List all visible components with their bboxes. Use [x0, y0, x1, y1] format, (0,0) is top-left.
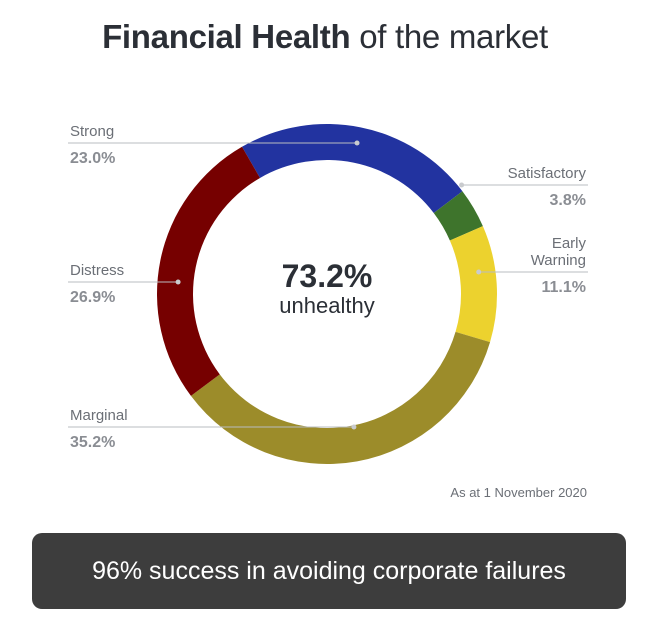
slice-label-name: Strong: [70, 123, 114, 140]
donut-slice-satisfactory: [433, 191, 483, 241]
slice-label-name: Marginal: [70, 407, 128, 424]
chart-title-bold: Financial Health: [102, 18, 351, 55]
slice-label-value: 3.8%: [550, 192, 586, 209]
leader-dot: [175, 279, 181, 285]
leader-dot: [351, 424, 357, 430]
center-value: 73.2%: [282, 258, 373, 294]
chart-title: Financial Health of the market: [0, 18, 650, 56]
donut-slices: [156, 123, 497, 465]
slice-label-value: 35.2%: [70, 434, 115, 451]
slice-label-value: 11.1%: [542, 279, 586, 296]
slice-label-name: Distress: [70, 262, 124, 279]
slice-label-value: 23.0%: [70, 150, 115, 167]
slice-label-name: Early: [552, 235, 587, 252]
slice-label-name: Satisfactory: [508, 165, 587, 182]
leader-dot: [354, 140, 360, 146]
slice-label-value: 26.9%: [70, 289, 115, 306]
leader-dot: [459, 182, 465, 188]
donut-slice-marginal: [190, 331, 491, 465]
leader-lines: [68, 140, 588, 430]
success-banner: 96% success in avoiding corporate failur…: [32, 533, 626, 609]
date-note: As at 1 November 2020: [450, 485, 587, 500]
donut-slice-distress: [156, 146, 260, 396]
donut-slice-strong: [242, 123, 463, 213]
chart-title-rest: of the market: [350, 18, 548, 55]
center-caption: unhealthy: [279, 293, 374, 318]
slice-label-name: Warning: [531, 252, 586, 269]
leader-dot: [476, 269, 482, 275]
donut-slice-early-warning: [449, 226, 497, 343]
